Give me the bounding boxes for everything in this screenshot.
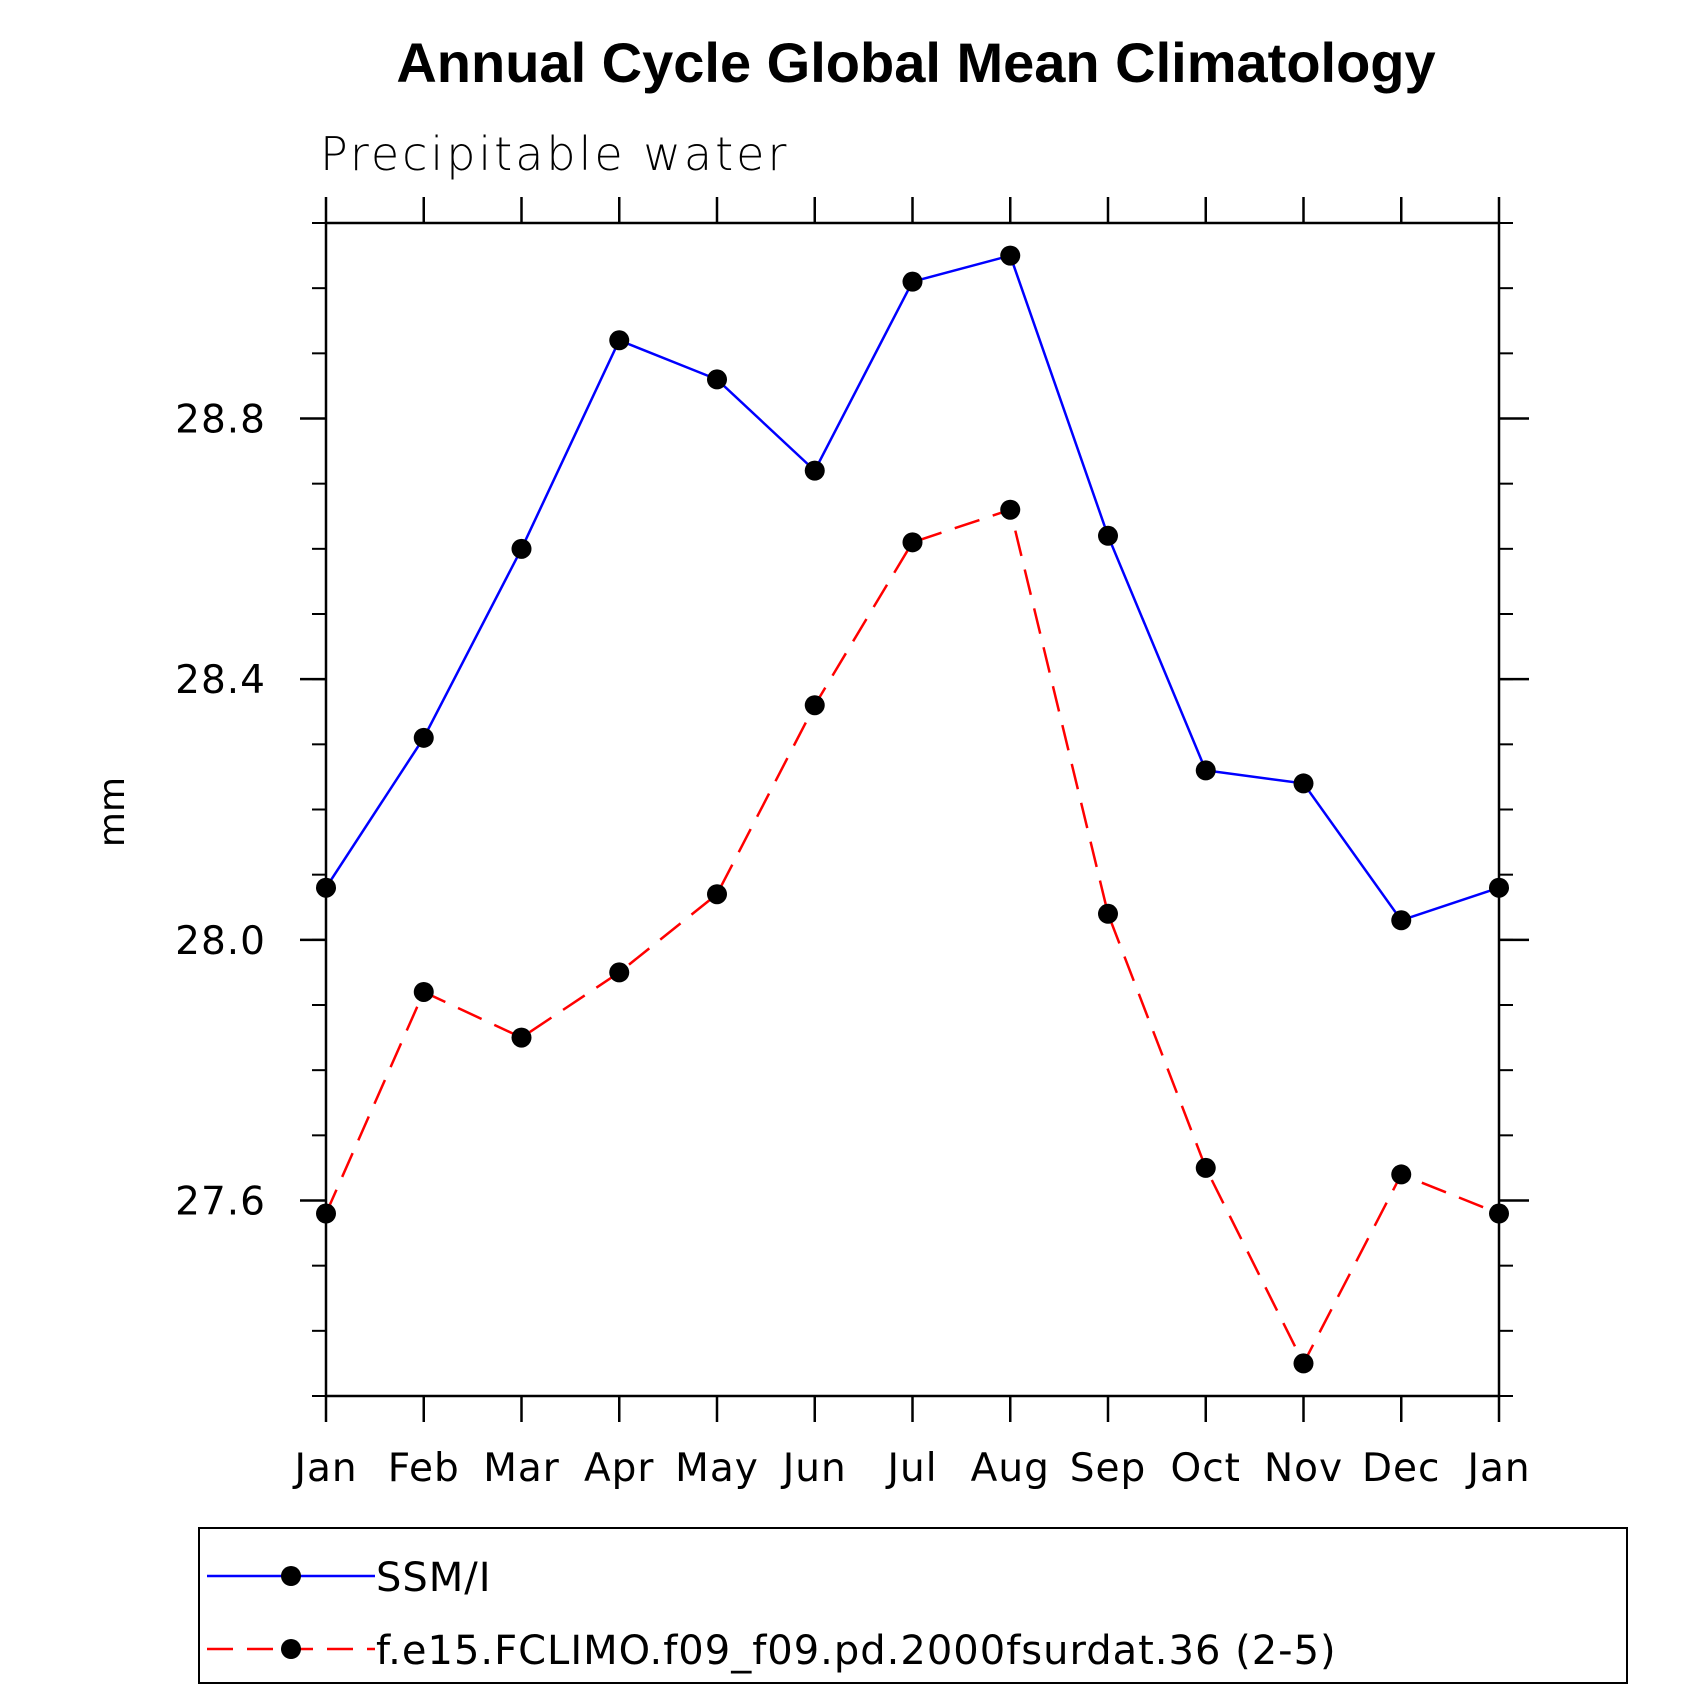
series-2-point <box>413 981 434 1002</box>
series-1-point <box>316 877 336 898</box>
x-tick-label: Jul <box>884 1446 937 1491</box>
y-tick-label: 27.6 <box>175 1180 266 1225</box>
x-tick-label: Mar <box>483 1446 560 1491</box>
series-2-point <box>804 695 825 716</box>
axis-ticks: Jan Feb Mar Apr May Jun Jul Aug Sep Oct Nov Dec Jan 2… <box>175 197 1530 1491</box>
series-1-point <box>707 369 727 390</box>
series-line-1 <box>324 254 1500 922</box>
series-1-point <box>1391 910 1412 931</box>
series-1-point <box>1489 877 1509 898</box>
y-tick-label: 28.4 <box>175 658 266 703</box>
series-2-point <box>511 1027 532 1048</box>
series-1-point <box>1098 525 1118 546</box>
series-1-point <box>804 460 825 481</box>
series-2-point <box>1098 903 1118 924</box>
series-1-point <box>902 271 923 292</box>
series-1-point <box>1000 245 1021 266</box>
chart-title: Annual Cycle Global Mean Climatology <box>396 31 1435 94</box>
series-1-point <box>1195 760 1216 781</box>
x-tick-label: Jun <box>780 1446 847 1491</box>
series-2-point <box>707 884 727 905</box>
legend-label-2: f.e15.FCLIMO.f09_f09.pd.2000fsurdat.36 (… <box>376 1628 1337 1674</box>
series-1-point <box>1293 773 1314 794</box>
x-tick-label: Nov <box>1264 1446 1343 1491</box>
legend-box <box>198 1527 1628 1684</box>
x-tick-label: Sep <box>1070 1446 1147 1491</box>
x-tick-label: Apr <box>584 1446 654 1491</box>
legend-marker-2 <box>281 1639 301 1659</box>
y-axis-label: mm <box>92 777 133 847</box>
y-tick-label: 28.8 <box>175 398 266 443</box>
series-2-point <box>609 962 630 983</box>
series-2-point <box>902 532 923 553</box>
series-2-point <box>1489 1203 1509 1224</box>
series-2-point <box>1000 499 1021 520</box>
series-2-point <box>1293 1353 1314 1374</box>
x-tick-label: Jan <box>1464 1446 1530 1491</box>
chart-subtitle: Precipitable water <box>320 127 789 181</box>
x-tick-label: Oct <box>1171 1446 1241 1491</box>
y-tick-label: 28.0 <box>175 919 266 964</box>
x-tick-label: Jan <box>291 1446 357 1491</box>
series-2-point <box>1391 1164 1412 1185</box>
series-line-2 <box>324 508 1500 1367</box>
x-tick-label: Dec <box>1362 1446 1440 1491</box>
x-tick-label: Feb <box>388 1446 460 1491</box>
legend: SSM/I f.e15.FCLIMO.f09_f09.pd.2000fsurdat… <box>198 1527 1628 1684</box>
series-2-point <box>1195 1157 1216 1178</box>
legend-label-1: SSM/I <box>376 1555 492 1601</box>
series-2-point <box>316 1203 336 1224</box>
series-layer <box>316 245 1509 1374</box>
series-1-point <box>511 538 532 559</box>
legend-marker-1 <box>281 1566 301 1586</box>
x-tick-label: May <box>675 1446 759 1491</box>
series-1-point <box>413 727 434 748</box>
series-1-point <box>609 330 630 351</box>
x-tick-label: Aug <box>971 1446 1050 1491</box>
